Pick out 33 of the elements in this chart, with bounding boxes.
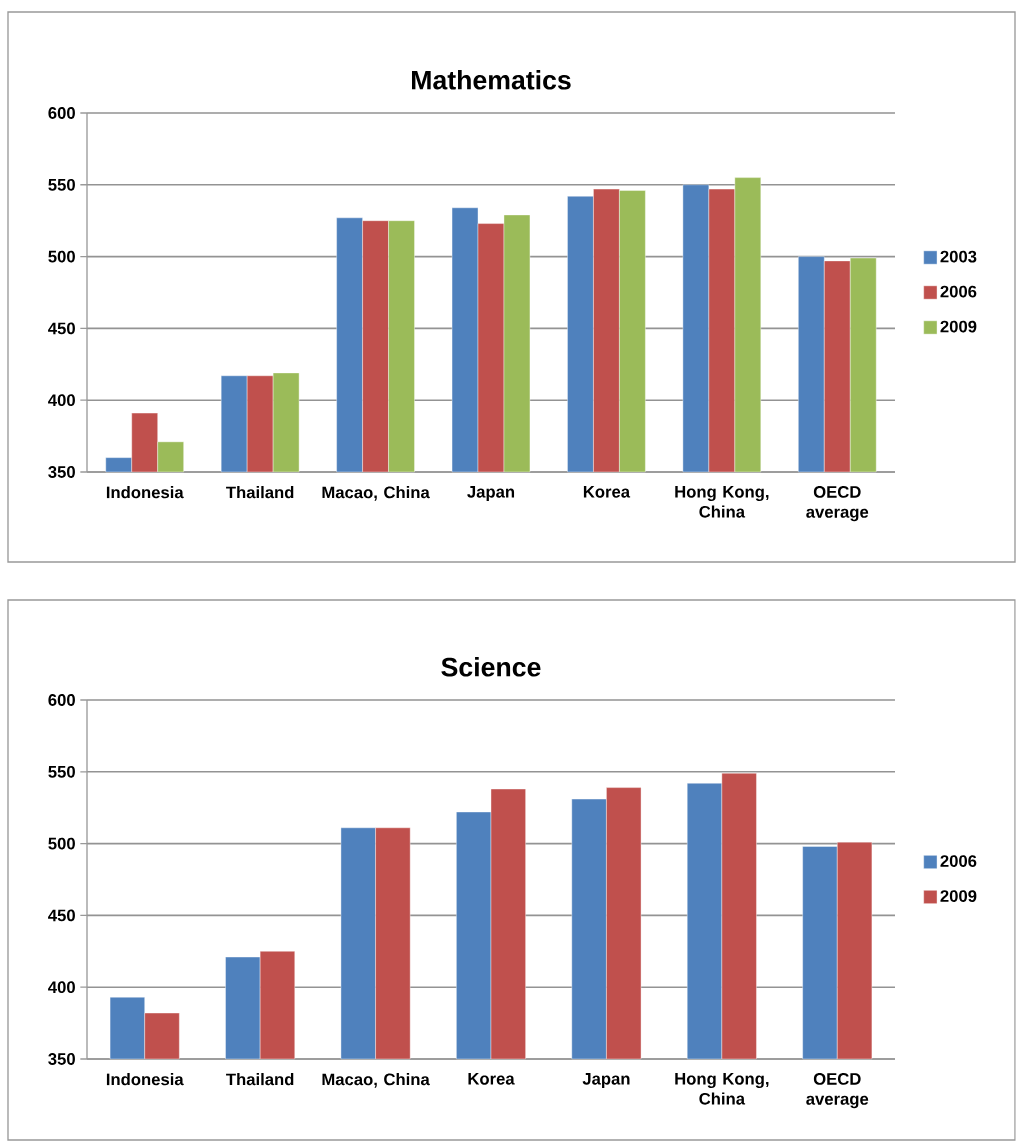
y-tick-label: 400 [48,981,75,994]
x-tick-label: OECD average [806,486,869,522]
x-tick-label: OECD average [806,1073,869,1109]
legend-label: 2009 [940,320,977,333]
legend-label: 2003 [940,250,977,263]
x-tick-label: Hong Kong, China [675,1073,769,1105]
chart-title: Science [441,657,541,677]
y-tick-label: 550 [48,765,75,778]
x-tick-label: Korea [583,486,631,498]
legend-label: 2006 [940,285,977,298]
x-tick-label: Macao, China [322,1073,430,1088]
x-tick-label: Thailand [226,1073,294,1086]
y-tick-label: 350 [48,1053,75,1065]
y-tick-label: 600 [48,107,75,119]
x-tick-label: Thailand [226,486,294,499]
y-tick-label: 400 [48,394,75,407]
y-tick-label: 450 [48,909,75,922]
legend-label: 2006 [940,855,977,867]
y-tick-label: 500 [48,837,75,850]
chart-title: Mathematics [412,70,571,90]
x-tick-label: Macao, China [322,486,430,501]
x-tick-label: Indonesia [106,1073,184,1086]
y-tick-label: 550 [48,178,75,191]
y-tick-label: 500 [48,250,75,263]
x-tick-label: Japan [467,486,515,501]
legend-label: 2009 [940,890,977,902]
x-tick-label: Japan [582,1073,630,1088]
x-tick-label: Indonesia [106,486,184,499]
x-tick-label: Korea [468,1073,515,1085]
y-tick-label: 600 [48,694,75,706]
x-tick-label: Hong Kong, China [675,486,769,518]
y-tick-label: 450 [48,322,75,335]
y-tick-label: 350 [48,466,75,478]
